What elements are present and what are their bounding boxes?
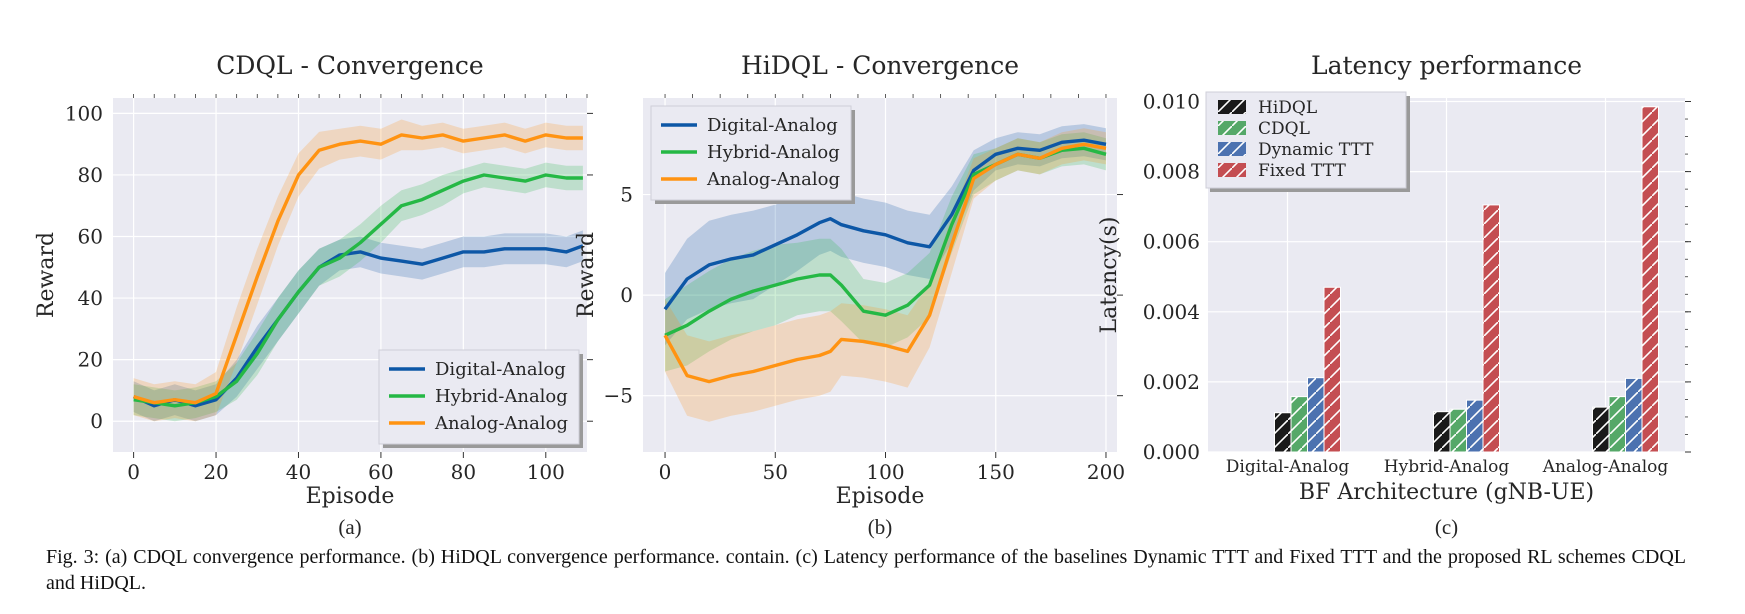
legend-label-dynamic-ttt: Dynamic TTT xyxy=(1258,140,1374,160)
y-tick-label: 100 xyxy=(65,101,103,125)
y-tick-label: 0 xyxy=(90,409,103,433)
bar-hidql xyxy=(1592,406,1610,453)
legend: Digital-Analog Hybrid-Analog Analog-Analog xyxy=(378,349,583,448)
series-line-digital-analog xyxy=(663,138,1107,311)
y-tick-label: 0.010 xyxy=(1143,90,1200,114)
bar-cdql xyxy=(1608,396,1626,453)
x-tick-label: 50 xyxy=(763,460,788,484)
y-tick-label: 5 xyxy=(620,183,633,207)
legend-label-digital-analog: Digital-Analog xyxy=(707,115,838,136)
x-tick-label: 200 xyxy=(1087,460,1125,484)
x-axis-label: Episode xyxy=(306,484,395,509)
y-tick-label: 0.000 xyxy=(1143,440,1200,464)
x-tick-label: 0 xyxy=(659,460,672,484)
bar-hidql xyxy=(1433,411,1451,453)
y-tick-label: 40 xyxy=(78,286,103,310)
series-band-analog-analog xyxy=(133,119,583,422)
panel-hidql-convergence: HiDQL - Convergence 0 50 100 150 200 −5 0 5 Episo… xyxy=(574,51,1125,539)
x-tick-label: Analog-Analog xyxy=(1542,457,1669,477)
bar-fixed-ttt xyxy=(1641,106,1659,453)
bar-dynamic-ttt xyxy=(1625,377,1643,453)
x-tick-label: 80 xyxy=(451,460,476,484)
legend-label-fixed-ttt: Fixed TTT xyxy=(1258,161,1346,181)
figure-caption: Fig. 3: (a) CDQL convergence performance… xyxy=(46,546,1686,594)
x-tick-label: 150 xyxy=(977,460,1015,484)
x-tick-label: 60 xyxy=(368,460,393,484)
legend-label-hybrid-analog: Hybrid-Analog xyxy=(707,142,840,163)
legend: Digital-Analog Hybrid-Analog Analog-Analog xyxy=(650,105,855,204)
bar-dynamic-ttt xyxy=(1466,399,1484,453)
x-tick-label: 0 xyxy=(127,460,140,484)
legend-label-analog-analog: Analog-Analog xyxy=(434,413,568,434)
panel-label: (a) xyxy=(338,515,361,539)
x-tick-label: Digital-Analog xyxy=(1226,457,1350,477)
chart-title: Latency performance xyxy=(1311,51,1582,80)
bar-hidql xyxy=(1274,412,1292,453)
x-tick-label: 20 xyxy=(203,460,228,484)
panel-label: (b) xyxy=(868,515,893,539)
chart-title: CDQL - Convergence xyxy=(216,51,483,80)
legend-swatch-fixed-ttt xyxy=(1218,163,1246,177)
y-tick-label: 60 xyxy=(78,225,103,249)
y-tick-label: 0.002 xyxy=(1143,370,1200,394)
panel-cdql-convergence: CDQL - Convergence 0 20 40 60 80 100 0 20 40 60 80 1… xyxy=(34,51,593,539)
bar-fixed-ttt xyxy=(1323,286,1341,453)
series-band-analog-analog xyxy=(665,128,1106,422)
legend-label-analog-analog: Analog-Analog xyxy=(706,169,840,190)
x-tick-label: Hybrid-Analog xyxy=(1384,457,1510,477)
y-axis-label: Reward xyxy=(34,232,59,318)
y-axis-label: Latency(s) xyxy=(1097,217,1122,334)
series-line-analog-analog xyxy=(663,142,1107,384)
legend-swatch-cdql xyxy=(1218,121,1246,135)
series-band-hybrid-analog xyxy=(665,132,1106,372)
legend-swatch-dynamic-ttt xyxy=(1218,142,1246,156)
legend-label-cdql: CDQL xyxy=(1258,119,1310,139)
x-axis-label: BF Architecture (gNB-UE) xyxy=(1299,480,1594,505)
legend-label-digital-analog: Digital-Analog xyxy=(435,359,566,380)
bar-cdql xyxy=(1449,408,1467,453)
x-axis-label: Episode xyxy=(836,484,925,509)
series-band-hybrid-analog xyxy=(133,162,583,422)
y-tick-label: 20 xyxy=(78,348,103,372)
x-tick-label: 100 xyxy=(527,460,565,484)
y-tick-label: 0.008 xyxy=(1143,160,1200,184)
legend-swatch-hidql xyxy=(1218,100,1246,114)
legend-label-hidql: HiDQL xyxy=(1258,98,1317,118)
legend-label-hybrid-analog: Hybrid-Analog xyxy=(435,386,568,407)
chart-title: HiDQL - Convergence xyxy=(741,51,1019,80)
y-tick-label: 0.006 xyxy=(1143,230,1200,254)
x-tick-label: 40 xyxy=(286,460,311,484)
y-tick-label: 0 xyxy=(620,283,633,307)
bar-dynamic-ttt xyxy=(1307,377,1325,453)
y-tick-label: −5 xyxy=(604,384,633,408)
panel-latency-performance: Latency performance 0.000 0.002 0.004 0.006 0… xyxy=(1097,51,1691,539)
y-tick-label: 80 xyxy=(78,163,103,187)
y-tick-label: 0.004 xyxy=(1143,300,1200,324)
y-axis-label: Reward xyxy=(574,232,599,318)
series-band-digital-analog xyxy=(133,230,583,422)
bar-cdql xyxy=(1290,396,1308,453)
panel-label: (c) xyxy=(1435,515,1458,539)
x-tick-label: 100 xyxy=(866,460,904,484)
bar-fixed-ttt xyxy=(1482,204,1500,453)
